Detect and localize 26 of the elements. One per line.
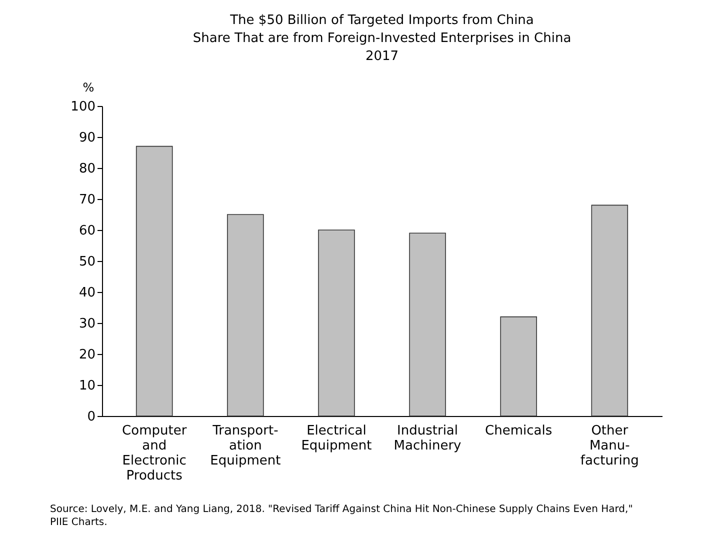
y-tick-label: 10 <box>78 378 96 394</box>
y-tick-label: 20 <box>78 348 96 362</box>
y-axis-title: % <box>82 80 94 94</box>
x-tick-label: Transport- ation Equipment <box>210 424 281 468</box>
x-tick-label: Other Manu- facturing <box>580 424 639 468</box>
y-tick-label: 0 <box>87 410 96 424</box>
y-tick-label: 40 <box>78 286 96 300</box>
bar <box>591 204 628 416</box>
chart-title: The $50 Billion of Targeted Imports from China Share That are from Foreign-Invested Enterprises in China 2017 <box>192 13 572 64</box>
bar <box>409 232 446 416</box>
y-tick-label: 30 <box>78 316 96 332</box>
source-note: Source: Lovely, M.E. and Yang Liang, 2018. "Revised Tariff Against China Hit Non-Chinese Supply Chains Even Hard," PIIE Charts. <box>50 504 633 528</box>
y-tick-label: 70 <box>78 192 96 208</box>
y-tick-label: 60 <box>78 224 96 238</box>
y-tick-label: 90 <box>78 130 96 146</box>
y-tick-label: 100 <box>70 100 96 114</box>
x-tick-label: Chemicals <box>485 424 552 438</box>
y-tick-label: 50 <box>78 254 96 270</box>
x-tick-label: Computer and Electronic Products <box>122 424 188 484</box>
bar <box>227 214 264 416</box>
bar <box>500 316 537 416</box>
y-tick-label: 80 <box>78 162 96 176</box>
bar <box>136 146 173 416</box>
x-tick-label: Industrial Machinery <box>394 424 462 454</box>
bar <box>318 230 355 416</box>
x-tick-label: Electrical Equipment <box>301 424 372 454</box>
